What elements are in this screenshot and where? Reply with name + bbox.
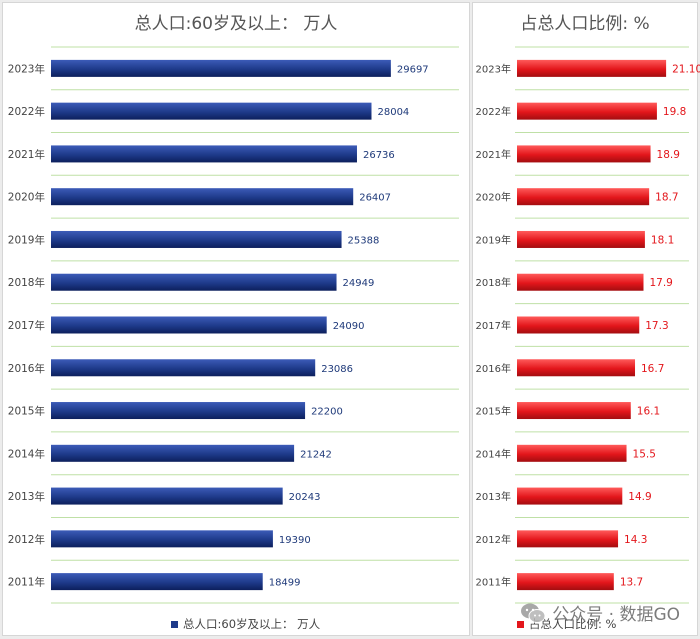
wechat-icon: [521, 603, 546, 623]
bar: [51, 530, 273, 548]
data-label: 18499: [269, 578, 301, 589]
data-label: 22200: [311, 407, 343, 418]
right-chart-legend: 占总人口比例: %: [517, 616, 616, 632]
data-label: 28004: [377, 107, 409, 118]
bar: [517, 102, 657, 120]
data-label: 20243: [289, 492, 321, 503]
category-label: 2012年: [8, 533, 45, 546]
data-label: 17.3: [645, 320, 668, 332]
left-chart-plot: 2023年 29697 2022年 28004 2021年 26736 2020年 26407…: [8, 46, 459, 604]
bar: [51, 487, 283, 505]
bar: [517, 59, 667, 77]
right-chart-title: 占总人口比例: %: [520, 14, 650, 34]
right-chart-plot: 2023年 21.10 2022年 19.8 2021年 18.9 2020年 18.7 201…: [476, 46, 700, 604]
category-label: 2014年: [8, 447, 45, 460]
left-legend-label: 总人口:60岁及以上： 万人: [183, 617, 321, 631]
data-label: 14.9: [628, 491, 651, 503]
data-label: 16.1: [637, 406, 660, 418]
category-label: 2022年: [476, 105, 511, 118]
bar: [51, 188, 354, 206]
data-label: 26736: [363, 150, 395, 161]
bar: [51, 359, 316, 377]
bar: [517, 145, 651, 163]
left-chart-panel: 总人口:60岁及以上： 万人 2023年 29697 2022年 28004 2021年…: [2, 2, 470, 636]
data-label: 29697: [397, 64, 429, 75]
category-label: 2021年: [8, 148, 45, 161]
category-label: 2018年: [476, 276, 511, 289]
bar: [517, 316, 640, 334]
category-label: 2019年: [8, 233, 45, 246]
data-label: 21.10: [672, 63, 700, 75]
category-label: 2016年: [8, 362, 45, 375]
bar: [517, 487, 623, 505]
bar: [517, 444, 627, 462]
data-label: 23086: [321, 364, 353, 375]
bar: [517, 188, 650, 206]
data-label: 16.7: [641, 363, 664, 375]
category-label: 2023年: [8, 62, 45, 75]
data-label: 15.5: [633, 448, 656, 460]
category-label: 2020年: [8, 191, 45, 204]
data-label: 25388: [348, 235, 380, 246]
category-label: 2023年: [476, 62, 511, 75]
data-label: 24949: [343, 278, 375, 289]
data-label: 18.9: [657, 149, 680, 161]
bar: [51, 402, 306, 420]
category-label: 2014年: [476, 447, 511, 460]
category-label: 2017年: [8, 319, 45, 332]
data-label: 14.3: [624, 534, 647, 546]
data-label: 24090: [333, 321, 365, 332]
category-label: 2020年: [476, 191, 511, 204]
category-label: 2013年: [8, 490, 45, 503]
bar: [51, 102, 372, 120]
bar: [517, 402, 631, 420]
right-legend-swatch: [517, 620, 524, 628]
bar: [51, 316, 327, 334]
bar: [51, 230, 342, 248]
category-label: 2019年: [476, 233, 511, 246]
bar: [517, 273, 644, 291]
bar: [51, 145, 357, 163]
bar: [51, 573, 263, 591]
bar: [517, 530, 619, 548]
data-label: 21242: [300, 449, 332, 460]
left-chart-title: 总人口:60岁及以上： 万人: [134, 14, 338, 34]
category-label: 2017年: [476, 319, 511, 332]
data-label: 18.7: [655, 192, 678, 204]
bar: [51, 444, 295, 462]
bar: [517, 573, 614, 591]
data-label: 17.9: [649, 277, 672, 289]
data-label: 13.7: [620, 577, 643, 589]
left-chart-legend: 总人口:60岁及以上： 万人: [171, 616, 320, 632]
bar: [51, 273, 337, 291]
data-label: 19390: [279, 535, 311, 546]
category-label: 2018年: [8, 276, 45, 289]
data-label: 26407: [359, 193, 391, 204]
bar: [517, 359, 636, 377]
data-label: 19.8: [663, 106, 686, 118]
category-label: 2012年: [476, 533, 511, 546]
category-label: 2015年: [8, 405, 45, 418]
bar: [517, 230, 645, 248]
left-legend-swatch: [171, 620, 178, 628]
category-label: 2011年: [8, 576, 45, 589]
right-chart-panel: 占总人口比例: % 2023年 21.10 2022年 19.8 2021年 18.9 20…: [472, 2, 700, 636]
category-label: 2016年: [476, 362, 511, 375]
category-label: 2021年: [476, 148, 511, 161]
category-label: 2022年: [8, 105, 45, 118]
category-label: 2015年: [476, 405, 511, 418]
watermark: 公众号 · 数据GO: [520, 600, 680, 625]
category-label: 2013年: [476, 490, 511, 503]
bar: [51, 59, 391, 77]
category-label: 2011年: [476, 576, 511, 589]
data-label: 18.1: [651, 234, 674, 246]
watermark-text: 公众号 · 数据GO: [552, 605, 680, 625]
right-legend-label: 占总人口比例: %: [529, 617, 617, 631]
